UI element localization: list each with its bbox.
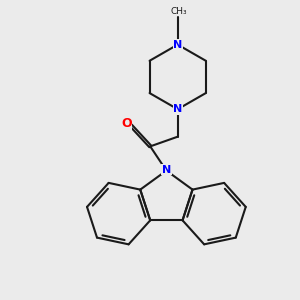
Text: N: N	[173, 104, 182, 114]
Text: N: N	[173, 40, 182, 50]
Text: CH₃: CH₃	[170, 7, 187, 16]
Text: N: N	[162, 165, 171, 175]
Text: O: O	[121, 117, 131, 130]
